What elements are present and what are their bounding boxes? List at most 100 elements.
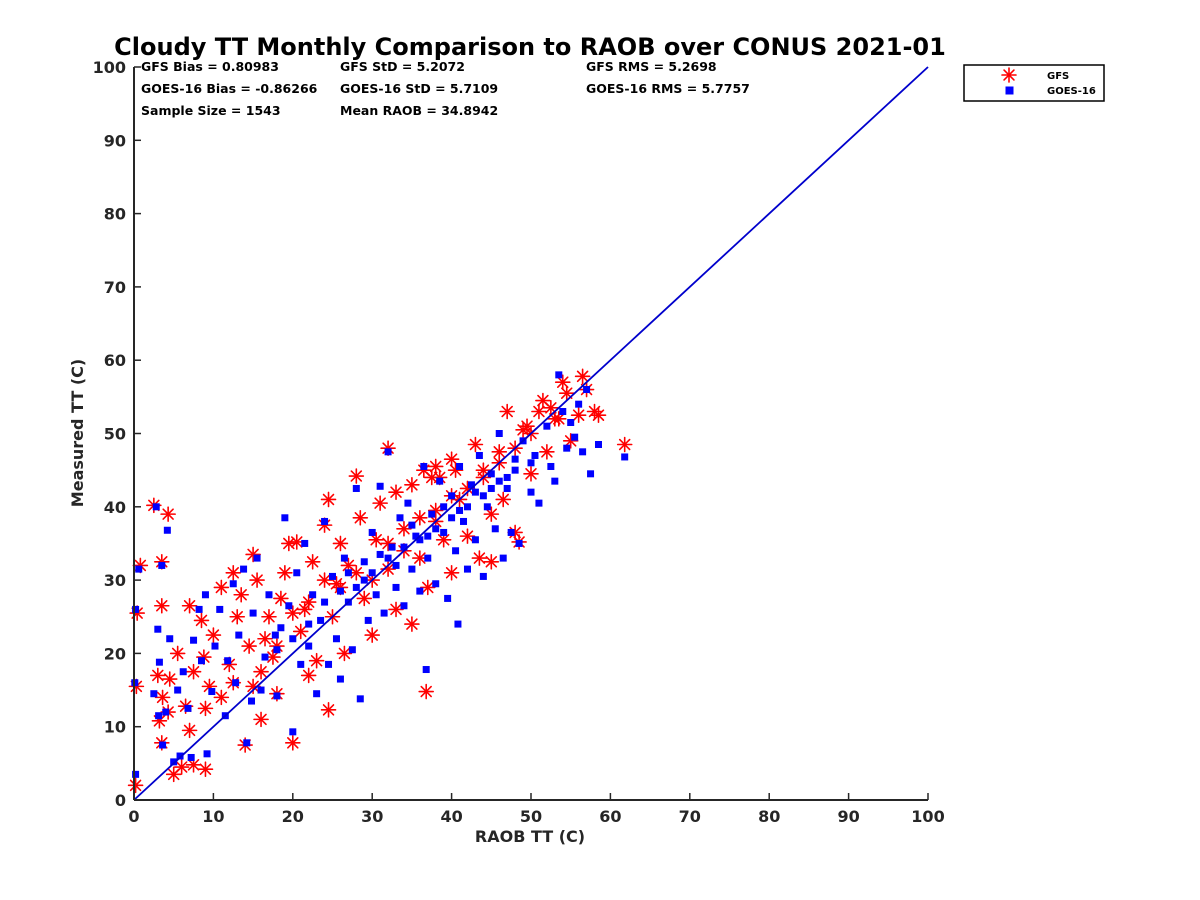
- gfs-point: [160, 506, 176, 522]
- goes16-point: [547, 462, 555, 470]
- y-tick-label: 80: [104, 205, 126, 224]
- goes16-point: [527, 459, 535, 467]
- stat-goes-rms: GOES-16 RMS = 5.7757: [586, 81, 750, 96]
- goes16-point: [471, 536, 479, 544]
- goes16-point: [317, 616, 325, 624]
- gfs-point: [320, 702, 337, 718]
- gfs-point: [491, 444, 508, 460]
- goes16-point: [248, 697, 256, 705]
- goes16-point: [155, 658, 163, 666]
- goes16-point: [495, 477, 503, 485]
- gfs-point: [185, 663, 202, 680]
- goes16-point: [158, 561, 166, 569]
- gfs-point: [348, 468, 365, 484]
- goes16-point: [203, 750, 211, 758]
- gfs-point: [495, 491, 512, 508]
- goes16-point: [176, 752, 184, 760]
- goes16-point: [297, 660, 305, 668]
- goes16-point: [152, 503, 160, 511]
- y-tick-label: 100: [93, 58, 126, 77]
- gfs-point: [300, 594, 317, 610]
- gfs-point: [193, 612, 210, 629]
- goes16-point: [208, 688, 216, 696]
- goes16-point: [594, 440, 602, 448]
- goes16-point: [416, 536, 424, 544]
- goes16-point: [293, 569, 301, 577]
- gfs-point: [616, 436, 633, 453]
- gfs-point: [284, 605, 301, 621]
- goes16-point: [531, 451, 539, 459]
- goes16-point: [313, 690, 321, 698]
- goes16-point: [273, 646, 281, 654]
- gfs-point: [197, 700, 214, 717]
- chart-title: Cloudy TT Monthly Comparison to RAOB ove…: [114, 33, 946, 61]
- goes16-point: [285, 602, 293, 610]
- goes16-point: [463, 565, 471, 573]
- gfs-point: [590, 407, 607, 423]
- goes16-point: [289, 728, 297, 736]
- goes16-point: [436, 477, 444, 485]
- gfs-point: [253, 663, 269, 680]
- gfs-point: [483, 553, 500, 570]
- goes16-point: [404, 499, 412, 507]
- gfs-point: [447, 462, 464, 478]
- goes16-point: [416, 587, 424, 595]
- goes16-point: [483, 503, 491, 511]
- goes16-point: [249, 609, 257, 617]
- goes16-point: [583, 386, 591, 394]
- goes16-point: [162, 708, 170, 716]
- goes16-point: [456, 506, 464, 514]
- x-tick-label: 10: [202, 807, 224, 826]
- gfs-point: [181, 597, 198, 614]
- goes16-point: [376, 482, 384, 490]
- goes16-point: [289, 635, 297, 643]
- x-tick-label: 30: [361, 807, 383, 826]
- x-tick-label: 0: [128, 807, 139, 826]
- goes16-point: [240, 565, 248, 573]
- goes16-point: [216, 605, 224, 613]
- goes16-point: [321, 598, 329, 606]
- gfs-point: [169, 645, 186, 662]
- gfs-point: [304, 553, 321, 570]
- gfs-point: [443, 451, 460, 467]
- x-tick-label: 90: [837, 807, 859, 826]
- goes16-point: [229, 580, 237, 588]
- goes16-point: [587, 470, 595, 478]
- gfs-point: [296, 601, 313, 618]
- goes16-point: [344, 569, 352, 577]
- goes16-point: [432, 580, 440, 588]
- goes16-point: [507, 528, 515, 536]
- gfs-point: [550, 411, 567, 427]
- legend-gfs-asterisk: [1001, 67, 1017, 83]
- y-tick-label: 40: [104, 498, 126, 517]
- gfs-point: [372, 495, 388, 511]
- x-tick-label: 40: [440, 807, 462, 826]
- goes16-point: [392, 561, 400, 569]
- gfs-point: [352, 509, 369, 526]
- y-tick-label: 70: [104, 278, 126, 297]
- goes16-point: [503, 484, 511, 492]
- axes: [133, 66, 929, 801]
- goes16-point: [277, 624, 285, 632]
- goes16-point: [535, 499, 543, 507]
- stat-gfs-bias: GFS Bias = 0.80983: [141, 59, 279, 74]
- gfs-point: [127, 777, 144, 794]
- goes16-point: [184, 704, 192, 712]
- gfs-point: [213, 579, 230, 596]
- goes16-point: [384, 554, 392, 562]
- gfs-point: [249, 572, 265, 588]
- gfs-point: [229, 608, 246, 625]
- goes16-point: [448, 514, 456, 522]
- goes16-point: [380, 609, 388, 617]
- goes16-point: [515, 539, 523, 547]
- goes16-point: [301, 539, 309, 547]
- gfs-point: [459, 528, 476, 544]
- goes16-point: [235, 631, 243, 639]
- goes16-point: [575, 400, 583, 408]
- gfs-point: [404, 616, 420, 632]
- goes16-point: [273, 692, 281, 700]
- stat-goes-std: GOES-16 StD = 5.7109: [340, 81, 498, 96]
- gfs-point: [284, 735, 301, 751]
- gfs-point: [380, 561, 396, 577]
- legend-gfs-marker: [1001, 67, 1017, 83]
